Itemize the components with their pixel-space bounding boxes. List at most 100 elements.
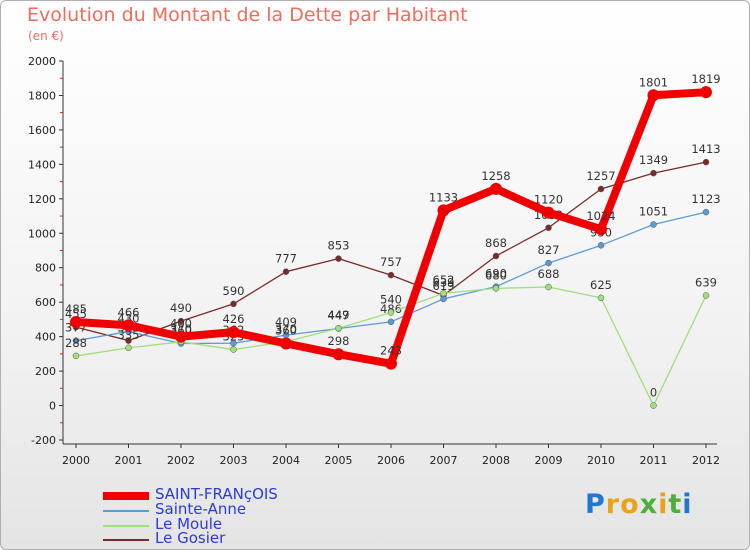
data-point-saint-fran-ois-2008: [490, 182, 502, 195]
data-point-le-gosier-2004: [282, 268, 290, 275]
legend-swatch-le-moule: [103, 525, 149, 527]
data-point-sainte-anne-2007: [440, 295, 447, 303]
x-tick-label-2008: 2008: [482, 454, 510, 467]
data-label-le-moule-2005: 449: [328, 308, 350, 322]
data-point-le-gosier-2012: [702, 158, 710, 166]
data-label-le-moule-2009: 688: [538, 267, 560, 281]
legend-label-saint-francois: SAINT-FRANçOIS: [155, 485, 278, 503]
y-tick-label-8: 1400: [28, 158, 56, 171]
data-point-le-moule-2001: [125, 344, 132, 352]
x-tick-label-2003: 2003: [220, 454, 248, 467]
data-label-le-moule-2007: 652: [433, 273, 455, 287]
data-point-sainte-anne-2009: [545, 259, 552, 267]
x-tick-label-2000: 2000: [62, 454, 90, 467]
x-tick-label-2012: 2012: [692, 454, 720, 467]
x-tick-label-2009: 2009: [535, 454, 563, 467]
x-tick-label-2007: 2007: [430, 454, 458, 467]
data-point-sainte-anne-2012: [702, 208, 710, 216]
y-tick-label-0: -200: [31, 434, 56, 447]
data-point-le-moule-2010: [597, 294, 605, 302]
data-label-le-gosier-2000: 455: [65, 307, 87, 321]
data-label-sainte-anne-2005: 447: [328, 309, 350, 323]
legend-swatch-saint-francois: [103, 492, 149, 500]
data-point-le-gosier-2005: [335, 255, 342, 262]
data-label-le-moule-2012: 639: [695, 275, 717, 289]
data-point-le-gosier-2001: [125, 337, 132, 344]
data-point-le-moule-2012: [702, 292, 710, 299]
logo-letter-3: x: [639, 489, 659, 520]
data-label-le-gosier-2010: 1257: [586, 169, 615, 183]
data-label-le-gosier-2007: 639: [433, 275, 455, 289]
x-tick-label-2004: 2004: [272, 454, 300, 467]
data-label-saint-fran-ois-2009: 1120: [534, 193, 563, 207]
data-point-sainte-anne-2006: [387, 318, 395, 326]
x-tick-label-2005: 2005: [325, 454, 353, 467]
legend-swatch-le-gosier: [103, 539, 149, 541]
data-point-le-gosier-2010: [597, 185, 605, 193]
data-point-saint-fran-ois-2003: [227, 326, 240, 339]
data-label-saint-fran-ois-2003: 426: [223, 312, 245, 326]
data-label-le-moule-2000: 288: [65, 336, 87, 350]
logo-letter-4: i: [658, 489, 669, 520]
data-label-saint-fran-ois-2005: 298: [328, 334, 350, 348]
legend-label-le-gosier: Le Gosier: [155, 529, 226, 547]
data-label-le-moule-2004: 370: [275, 322, 297, 336]
proxiti-logo: Proxiti: [585, 489, 693, 520]
y-tick-label-4: 600: [35, 296, 56, 309]
data-point-saint-fran-ois-2007: [437, 204, 450, 217]
data-point-saint-fran-ois-2012: [700, 86, 712, 99]
x-tick-label-2002: 2002: [167, 454, 195, 467]
x-tick-label-2010: 2010: [587, 454, 615, 467]
data-label-saint-fran-ois-2004: 360: [275, 324, 297, 338]
y-tick-label-1: 0: [49, 400, 56, 413]
data-label-le-moule-2001: 335: [118, 328, 140, 342]
data-label-saint-fran-ois-2002: 400: [170, 317, 192, 331]
chart-title: Evolution du Montant de la Dette par Hab…: [27, 4, 468, 26]
data-label-sainte-anne-2012: 1123: [691, 192, 720, 206]
data-point-le-moule-2000: [72, 352, 80, 360]
y-tick-label-6: 1000: [28, 227, 56, 240]
y-tick-label-7: 1200: [28, 193, 56, 206]
x-tick-label-2011: 2011: [640, 454, 668, 467]
data-point-saint-fran-ois-2006: [385, 357, 397, 370]
data-label-le-moule-2008: 680: [485, 268, 507, 282]
data-point-saint-fran-ois-2000: [70, 315, 82, 328]
data-label-sainte-anne-2009: 827: [538, 243, 560, 257]
data-point-le-gosier-2003: [230, 300, 237, 308]
data-point-sainte-anne-2000: [72, 337, 80, 344]
data-label-saint-fran-ois-2012: 1819: [691, 72, 720, 86]
data-label-le-gosier-2002: 490: [170, 301, 192, 315]
data-label-sainte-anne-2004: 409: [275, 315, 297, 329]
data-label-sainte-anne-2007: 619: [433, 279, 455, 293]
data-point-saint-fran-ois-2004: [280, 337, 292, 350]
data-point-le-gosier-2008: [492, 252, 500, 260]
data-label-le-gosier-2008: 868: [485, 236, 507, 250]
data-point-saint-fran-ois-2011: [647, 89, 660, 102]
data-label-le-gosier-2011: 1349: [639, 153, 668, 167]
data-label-sainte-anne-2008: 690: [485, 267, 507, 281]
data-point-le-gosier-2002: [177, 317, 185, 325]
data-point-le-moule-2009: [545, 283, 552, 291]
data-label-saint-fran-ois-2010: 1024: [586, 209, 615, 223]
logo-letter-0: P: [585, 489, 606, 520]
data-label-le-gosier-2003: 590: [223, 284, 245, 298]
data-point-saint-fran-ois-2009: [542, 206, 555, 219]
data-label-le-moule-2006: 540: [380, 293, 402, 307]
data-label-le-gosier-2012: 1413: [691, 142, 720, 156]
data-label-saint-fran-ois-2001: 466: [118, 305, 140, 319]
data-label-saint-fran-ois-2011: 1801: [639, 75, 668, 89]
data-label-le-gosier-2004: 777: [275, 252, 297, 266]
legend-label-le-moule: Le Moule: [155, 515, 223, 533]
data-label-saint-fran-ois-2000: 485: [65, 302, 87, 316]
data-point-le-moule-2011: [650, 402, 657, 409]
data-label-sainte-anne-2006: 486: [380, 302, 402, 316]
x-tick-label-2001: 2001: [115, 454, 143, 467]
data-point-le-gosier-2006: [387, 271, 395, 279]
data-point-le-moule-2008: [492, 285, 500, 292]
data-label-le-moule-2011: 0: [650, 386, 657, 400]
logo-letter-6: i: [682, 489, 693, 520]
legend-swatch-sainte-anne: [103, 510, 149, 512]
data-label-le-gosier-2005: 853: [328, 239, 350, 253]
data-label-sainte-anne-2011: 1051: [639, 204, 668, 218]
